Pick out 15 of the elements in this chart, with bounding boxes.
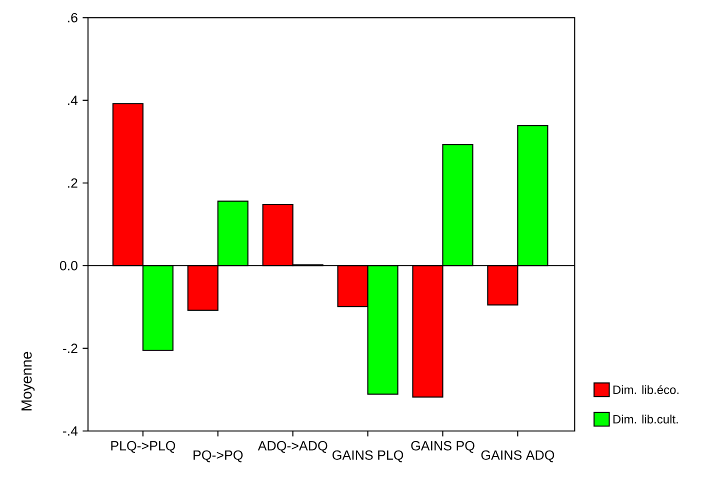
y-tick-label: .6 xyxy=(68,12,78,22)
y-tick-label: -.4 xyxy=(62,426,78,436)
x-tick-label: GAINS PLQ xyxy=(332,450,404,462)
x-tick-label: PQ->PQ xyxy=(194,450,243,462)
legend-label: Dim. lib.cult. xyxy=(613,414,678,424)
y-tick-label: .2 xyxy=(68,178,78,188)
x-tick-label: ADQ->ADQ xyxy=(258,441,328,453)
legend-label: Dim. lib.éco. xyxy=(613,385,678,394)
y-tick-label: 0.0 xyxy=(60,260,78,270)
y-axis-title: Moyenne xyxy=(22,352,35,410)
x-tick-label: GAINS PQ xyxy=(411,441,474,453)
x-tick-label: GAINS ADQ xyxy=(481,450,554,462)
y-tick-label: .4 xyxy=(68,96,78,105)
y-tick-label: -.2 xyxy=(62,344,78,353)
x-tick-label: PLQ->PLQ xyxy=(111,441,176,453)
